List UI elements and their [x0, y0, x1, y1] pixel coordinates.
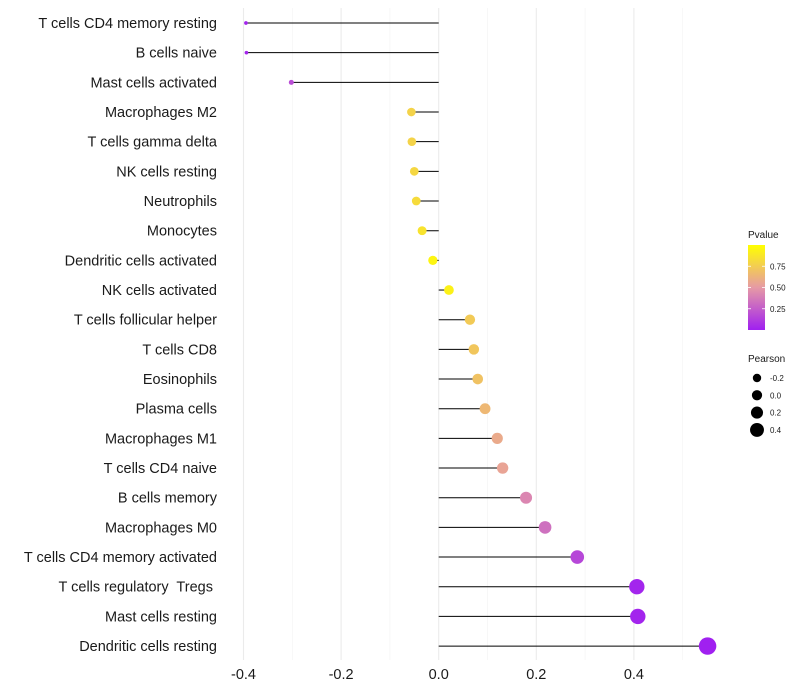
x-tick-label: 0.4: [624, 667, 644, 683]
lollipop-point: [407, 137, 417, 146]
y-axis-label: T cells regulatory Tregs: [59, 580, 218, 596]
x-axis-tick-labels: -0.4 -0.2 0.0 0.2 0.4: [231, 667, 644, 683]
y-axis-label: Macrophages M1: [105, 431, 217, 447]
lollipop-point: [288, 79, 294, 85]
lollipop-point: [538, 521, 552, 534]
lollipop-point: [244, 50, 249, 55]
lollipop-point: [629, 579, 645, 595]
pearson-legend-label: 0.2: [770, 409, 782, 418]
x-tick-label: -0.2: [329, 667, 354, 683]
pvalue-legend: Pvalue 0.25 0.50 0.75: [748, 230, 786, 330]
lollipop-point: [496, 462, 509, 474]
y-axis-label: T cells CD4 memory activated: [24, 550, 217, 566]
lollipop-point: [570, 550, 585, 564]
grid-lines: [242, 8, 684, 660]
y-axis-label: Mast cells activated: [90, 75, 217, 91]
pearson-legend-key: [750, 406, 764, 419]
lollipop-point: [407, 107, 416, 117]
y-axis-label: T cells CD4 naive: [104, 461, 217, 477]
lollipop-point: [520, 491, 533, 504]
y-axis-label: B cells naive: [136, 46, 217, 62]
pearson-legend-key: [750, 422, 764, 437]
x-tick-label: -0.4: [231, 667, 256, 683]
y-axis-label: B cells memory: [118, 491, 218, 507]
y-axis-label: Neutrophils: [144, 194, 217, 210]
y-axis-label: Plasma cells: [136, 402, 217, 418]
lollipop-stems: [245, 22, 708, 647]
x-tick-label: 0.2: [526, 667, 546, 683]
pearson-legend-label: 0.4: [770, 426, 782, 435]
lollipop-point: [428, 255, 438, 265]
y-axis-labels: T cells CD4 memory resting B cells naive M…: [24, 16, 218, 655]
y-axis-label: Dendritic cells resting: [79, 639, 217, 655]
y-axis-label: Macrophages M0: [105, 520, 217, 536]
colorbar-tick-label: 0.25: [770, 305, 786, 314]
colorbar-tick-label: 0.75: [770, 262, 786, 271]
lollipop-point: [698, 637, 717, 655]
x-tick-label: 0.0: [429, 667, 449, 683]
lollipop-point: [409, 166, 419, 176]
lollipop-point: [479, 403, 491, 415]
y-axis-label: T cells CD8: [142, 342, 217, 358]
lollipop-point: [464, 314, 476, 325]
lollipop-point: [491, 432, 503, 444]
pvalue-colorbar: [748, 245, 765, 330]
pearson-legend-key: [751, 390, 763, 401]
pearson-legend-label: -0.2: [770, 374, 784, 383]
y-axis-label: Monocytes: [147, 224, 217, 240]
y-axis-label: Macrophages M2: [105, 105, 217, 121]
y-axis-label: Eosinophils: [143, 372, 217, 388]
y-axis-label: NK cells activated: [102, 283, 217, 299]
lollipop-point: [411, 196, 421, 206]
y-axis-label: T cells follicular helper: [74, 313, 217, 329]
pearson-legend-title: Pearson: [748, 354, 785, 365]
lollipop-point: [244, 21, 248, 25]
y-axis-label: Mast cells resting: [105, 609, 217, 625]
lollipop-point: [417, 226, 427, 236]
y-axis-label: Dendritic cells activated: [65, 253, 217, 269]
y-axis-label: NK cells resting: [116, 164, 217, 180]
lollipop-points: [244, 21, 717, 655]
y-axis-label: T cells CD4 memory resting: [38, 16, 217, 32]
pearson-legend-key: [752, 373, 762, 383]
pearson-legend: Pearson -0.2 0.0 0.2 0.4: [748, 354, 785, 437]
lollipop-point: [630, 608, 646, 625]
lollipop-point: [472, 373, 484, 385]
y-axis-label: T cells gamma delta: [88, 135, 218, 151]
lollipop-point: [444, 285, 454, 295]
colorbar-tick-label: 0.50: [770, 284, 786, 293]
pearson-legend-label: 0.0: [770, 391, 782, 400]
pvalue-legend-title: Pvalue: [748, 230, 779, 241]
lollipop-point: [468, 344, 480, 355]
